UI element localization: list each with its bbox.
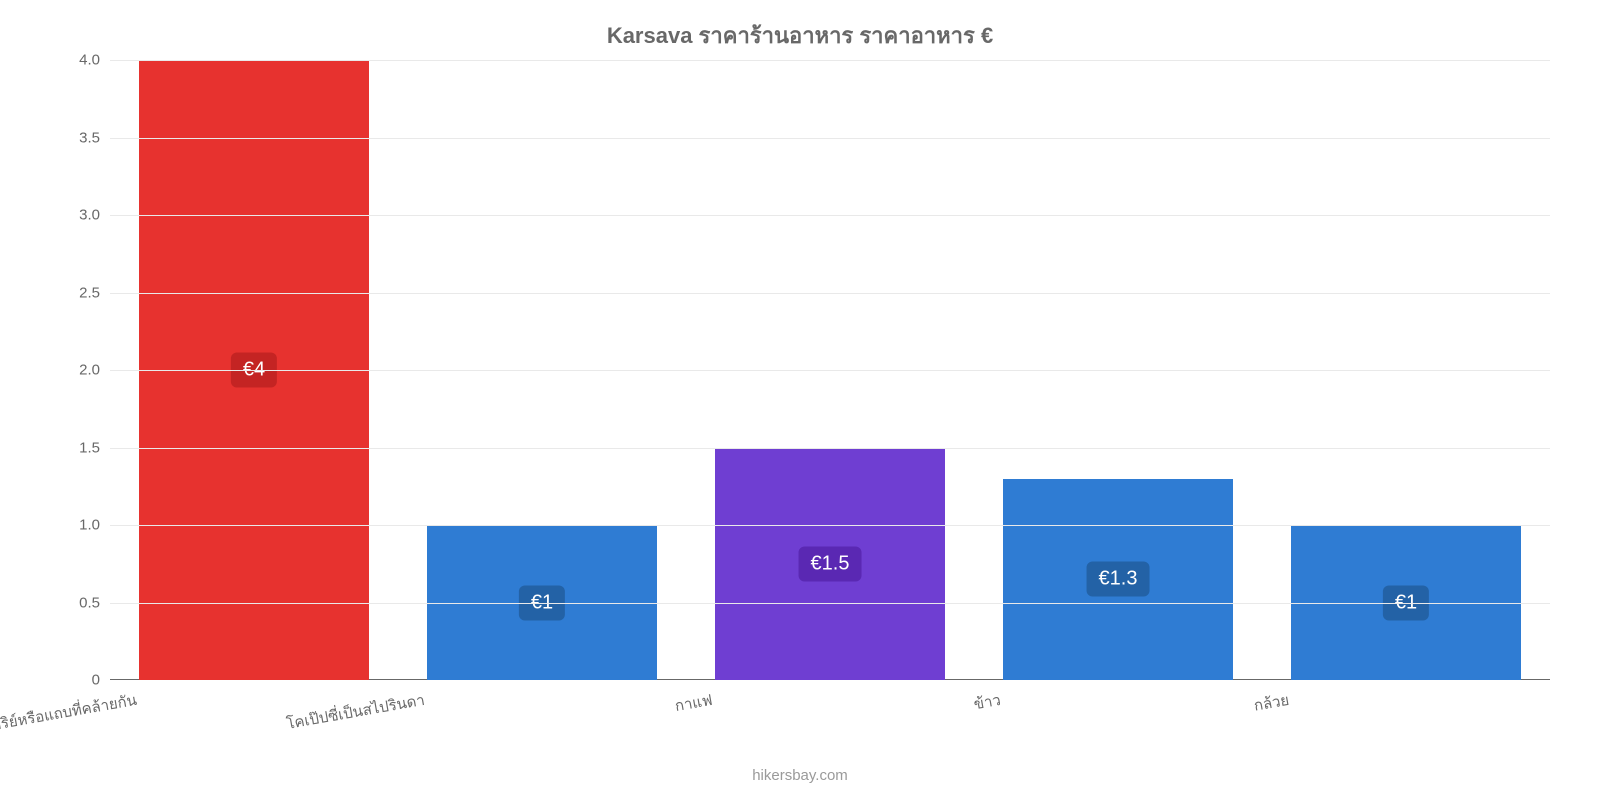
bar: €1.3 (1003, 479, 1233, 681)
y-tick-label: 2.5 (79, 284, 110, 301)
bar: €1.5 (715, 448, 945, 681)
x-tick-label: ข้าว (970, 680, 1002, 716)
chart-plot-area: €4€1€1.5€1.3€1 00.51.01.52.02.53.03.54.0… (110, 60, 1550, 680)
attribution: hikersbay.com (752, 767, 848, 784)
grid-line (110, 603, 1550, 604)
grid-line (110, 138, 1550, 139)
chart-title: Karsava ราคาร้านอาหาร ราคาอาหาร € (0, 0, 1600, 53)
value-badge: €1.5 (799, 546, 862, 581)
x-tick-label: กล้วย (1250, 680, 1291, 718)
y-tick-label: 0.5 (79, 594, 110, 611)
grid-line (110, 370, 1550, 371)
x-tick-label: กาแฟ (672, 680, 715, 718)
grid-line (110, 60, 1550, 61)
x-tick-label: โคเป๊ปซี่เป็นสไปรินดา (283, 680, 426, 736)
x-tick-label: เบอร์เกอร์ Mac กษัตริย์หรือแถบที่คล้ายกั… (0, 680, 139, 758)
grid-line (110, 215, 1550, 216)
y-tick-label: 4.0 (79, 52, 110, 69)
grid-line (110, 448, 1550, 449)
y-tick-label: 1.0 (79, 517, 110, 534)
value-badge: €1.3 (1087, 562, 1150, 597)
y-tick-label: 3.0 (79, 207, 110, 224)
grid-line (110, 293, 1550, 294)
grid-line (110, 525, 1550, 526)
y-tick-label: 2.0 (79, 362, 110, 379)
y-tick-label: 1.5 (79, 439, 110, 456)
y-tick-label: 3.5 (79, 129, 110, 146)
